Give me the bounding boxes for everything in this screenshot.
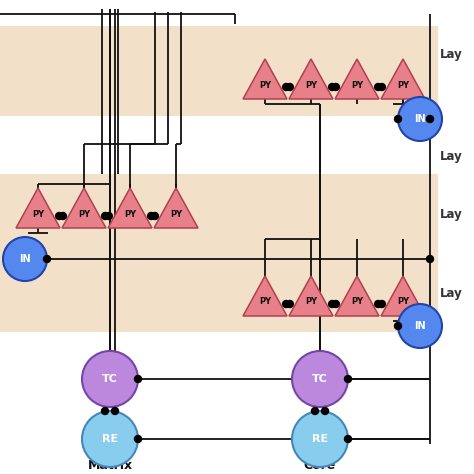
Circle shape (398, 304, 442, 348)
Circle shape (394, 322, 401, 329)
Circle shape (427, 255, 434, 263)
Text: IN: IN (19, 254, 31, 264)
Text: PY: PY (397, 298, 409, 307)
Text: Lay: Lay (440, 149, 463, 163)
Polygon shape (381, 276, 425, 316)
Polygon shape (381, 59, 425, 99)
Polygon shape (243, 276, 287, 316)
Text: PY: PY (397, 81, 409, 90)
Circle shape (345, 436, 352, 443)
Circle shape (135, 436, 142, 443)
Circle shape (101, 408, 109, 414)
Text: PY: PY (351, 298, 363, 307)
Text: PY: PY (170, 210, 182, 219)
Polygon shape (335, 276, 379, 316)
Circle shape (55, 212, 63, 219)
Polygon shape (16, 188, 60, 228)
Circle shape (311, 408, 319, 414)
Circle shape (283, 301, 290, 308)
Polygon shape (289, 276, 333, 316)
Circle shape (105, 212, 112, 219)
Circle shape (135, 375, 142, 383)
Text: PY: PY (305, 298, 317, 307)
Circle shape (374, 301, 382, 308)
Text: Lay: Lay (440, 47, 463, 61)
Text: IN: IN (414, 321, 426, 331)
Circle shape (82, 411, 138, 467)
Polygon shape (289, 59, 333, 99)
Circle shape (378, 83, 385, 91)
Circle shape (3, 237, 47, 281)
Text: Matrix: Matrix (87, 459, 133, 472)
Circle shape (147, 212, 155, 219)
Circle shape (427, 116, 434, 122)
Text: PY: PY (259, 298, 271, 307)
Text: PY: PY (124, 210, 136, 219)
Circle shape (394, 116, 401, 122)
Circle shape (286, 83, 293, 91)
Text: PY: PY (305, 81, 317, 90)
Text: Lay: Lay (440, 208, 463, 220)
Circle shape (82, 351, 138, 407)
Circle shape (44, 255, 51, 263)
Polygon shape (154, 188, 198, 228)
Circle shape (321, 408, 328, 414)
Circle shape (398, 97, 442, 141)
Circle shape (378, 301, 385, 308)
Circle shape (374, 83, 382, 91)
Circle shape (111, 408, 118, 414)
Text: TC: TC (312, 374, 328, 384)
Circle shape (332, 301, 339, 308)
Circle shape (345, 375, 352, 383)
Polygon shape (335, 59, 379, 99)
Text: PY: PY (259, 81, 271, 90)
Circle shape (59, 212, 66, 219)
Text: PY: PY (78, 210, 90, 219)
Bar (0, 26, 438, 116)
Bar (0, 244, 438, 332)
Bar (0, 174, 438, 244)
Text: PY: PY (32, 210, 44, 219)
Polygon shape (243, 59, 287, 99)
Circle shape (328, 301, 336, 308)
Text: IN: IN (414, 114, 426, 124)
Text: PY: PY (351, 81, 363, 90)
Polygon shape (62, 188, 106, 228)
Circle shape (101, 212, 109, 219)
Text: RE: RE (102, 434, 118, 444)
Circle shape (328, 83, 336, 91)
Polygon shape (108, 188, 152, 228)
Circle shape (332, 83, 339, 91)
Text: Core: Core (304, 459, 336, 472)
Text: TC: TC (102, 374, 118, 384)
Circle shape (292, 411, 348, 467)
Circle shape (292, 351, 348, 407)
Text: Lay: Lay (440, 288, 463, 301)
Circle shape (151, 212, 158, 219)
Circle shape (286, 301, 293, 308)
Circle shape (283, 83, 290, 91)
Text: RE: RE (312, 434, 328, 444)
